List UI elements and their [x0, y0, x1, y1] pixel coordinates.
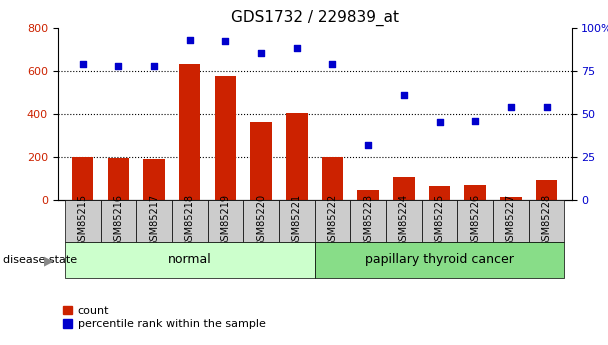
Text: normal: normal — [168, 253, 212, 266]
Bar — [72, 157, 94, 200]
Bar — [529, 200, 564, 242]
Bar — [429, 186, 450, 200]
Bar — [500, 197, 522, 200]
Bar — [465, 186, 486, 200]
Text: GSM85215: GSM85215 — [78, 194, 88, 247]
Text: GSM85222: GSM85222 — [328, 194, 337, 247]
Text: papillary thyroid cancer: papillary thyroid cancer — [365, 253, 514, 266]
Text: GSM85217: GSM85217 — [149, 194, 159, 247]
Bar — [315, 241, 564, 278]
Title: GDS1732 / 229839_at: GDS1732 / 229839_at — [230, 10, 399, 26]
Bar — [136, 200, 172, 242]
Bar — [65, 241, 315, 278]
Point — [506, 104, 516, 110]
Text: GSM85221: GSM85221 — [292, 194, 302, 247]
Point — [542, 104, 551, 110]
Bar — [143, 159, 165, 200]
Point — [221, 39, 230, 44]
Bar — [350, 200, 386, 242]
Bar — [179, 64, 201, 200]
Bar — [493, 200, 529, 242]
Text: GSM85223: GSM85223 — [363, 194, 373, 247]
Point — [185, 37, 195, 42]
Text: ▶: ▶ — [44, 254, 54, 267]
Point — [114, 63, 123, 68]
Point — [149, 63, 159, 68]
Point — [471, 118, 480, 124]
Bar — [286, 113, 308, 200]
Legend: count, percentile rank within the sample: count, percentile rank within the sample — [63, 306, 266, 329]
Bar — [243, 200, 279, 242]
Point — [399, 92, 409, 98]
Bar — [279, 200, 315, 242]
Bar — [65, 200, 100, 242]
Bar — [100, 200, 136, 242]
Bar — [172, 200, 207, 242]
Bar — [536, 180, 558, 200]
Bar — [422, 200, 457, 242]
Point — [328, 61, 337, 67]
Text: GSM85226: GSM85226 — [470, 194, 480, 247]
Bar — [393, 177, 415, 200]
Bar — [322, 157, 343, 200]
Bar — [108, 158, 129, 200]
Text: GSM85216: GSM85216 — [114, 194, 123, 247]
Text: GSM85225: GSM85225 — [435, 194, 444, 247]
Bar — [386, 200, 422, 242]
Text: disease state: disease state — [3, 256, 77, 265]
Text: GSM85228: GSM85228 — [542, 194, 551, 247]
Point — [435, 120, 444, 125]
Point — [292, 46, 302, 51]
Point — [256, 51, 266, 56]
Text: GSM85227: GSM85227 — [506, 194, 516, 247]
Point — [364, 142, 373, 148]
Bar — [457, 200, 493, 242]
Text: GSM85219: GSM85219 — [221, 194, 230, 247]
Bar — [315, 200, 350, 242]
Text: GSM85220: GSM85220 — [256, 194, 266, 247]
Text: GSM85224: GSM85224 — [399, 194, 409, 247]
Point — [78, 61, 88, 67]
Text: GSM85218: GSM85218 — [185, 194, 195, 247]
Bar — [215, 76, 236, 200]
Bar — [207, 200, 243, 242]
Bar — [358, 190, 379, 200]
Bar — [250, 122, 272, 200]
